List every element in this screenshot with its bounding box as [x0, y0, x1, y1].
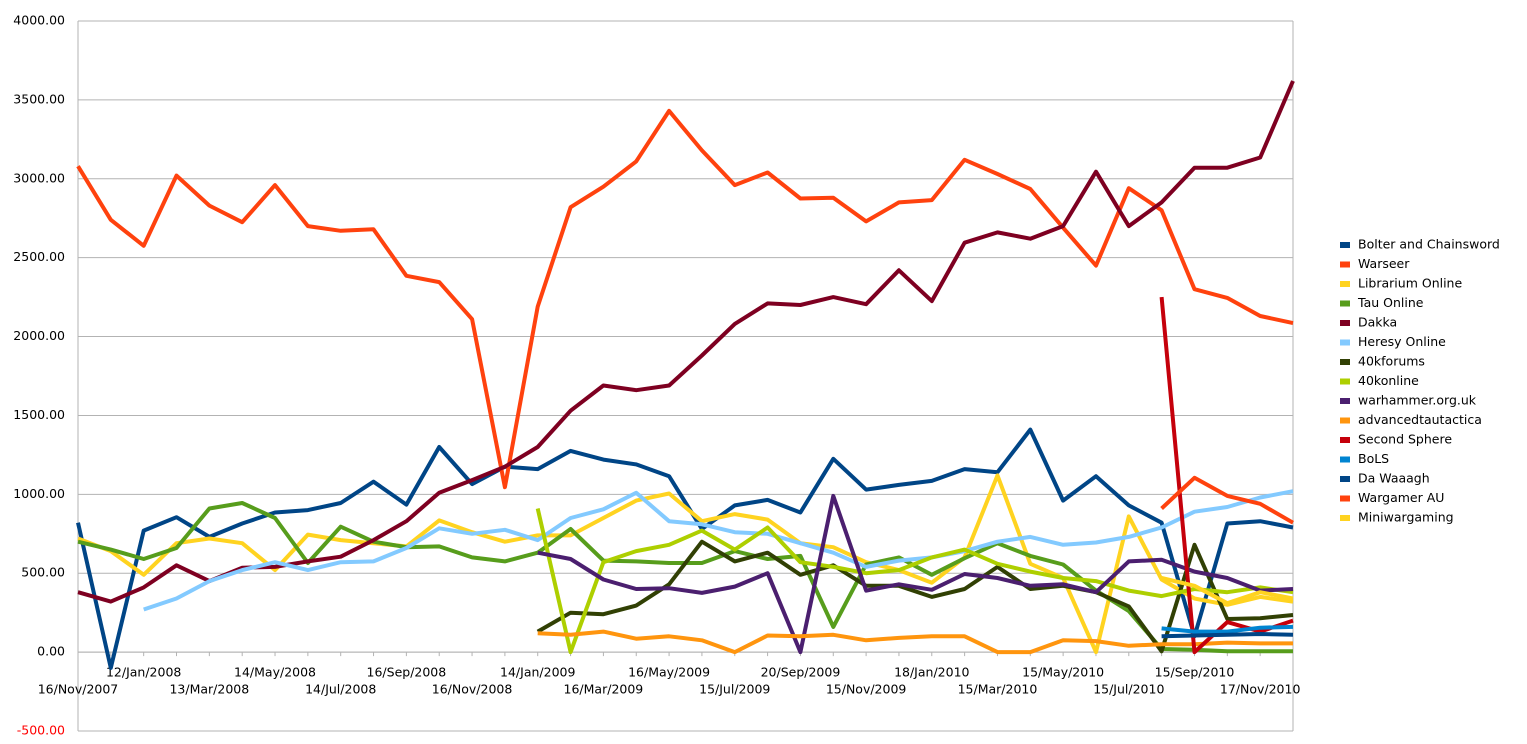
- legend-swatch: [1340, 242, 1350, 248]
- legend-swatch: [1340, 398, 1350, 404]
- y-tick-label: -500.00: [17, 723, 65, 738]
- legend-label: Dakka: [1358, 315, 1397, 330]
- x-tick-label: 15/Jul/2009: [699, 682, 770, 697]
- legend-label: Da Waaagh: [1358, 471, 1430, 486]
- series-line: [76, 108, 1294, 490]
- legend-label: advancedtautactica: [1358, 412, 1482, 427]
- series-line: [76, 427, 1294, 670]
- legend-label: Warseer: [1358, 256, 1410, 271]
- legend-label: warhammer.org.uk: [1358, 393, 1477, 408]
- y-tick-label: 3000.00: [13, 170, 65, 185]
- series-line: [537, 629, 1293, 655]
- x-tick-label: 15/Nov/2009: [826, 682, 907, 697]
- legend-label: Heresy Online: [1358, 334, 1446, 349]
- x-tick-label: 15/Mar/2010: [958, 682, 1038, 697]
- legend-label: Second Sphere: [1358, 432, 1452, 447]
- x-tick-label: 16/Sep/2008: [367, 665, 447, 680]
- series-line: [1161, 576, 1294, 606]
- legend-label: Librarium Online: [1358, 276, 1462, 291]
- legend-swatch: [1340, 359, 1350, 365]
- x-tick-label: 18/Jan/2010: [894, 665, 969, 680]
- legend-swatch: [1340, 378, 1350, 385]
- legend-swatch: [1340, 281, 1350, 287]
- x-tick-label: 14/May/2008: [234, 665, 316, 680]
- y-tick-label: 500.00: [21, 565, 65, 580]
- series-line: [1161, 624, 1294, 634]
- legend-swatch: [1340, 437, 1350, 443]
- legend-swatch: [1340, 261, 1350, 268]
- legend: Bolter and Chainsword Warseer Librarium On…: [1340, 237, 1500, 525]
- x-tick-label: 15/May/2010: [1022, 665, 1104, 680]
- series-line: [77, 80, 1295, 604]
- series-line: [143, 489, 1294, 612]
- x-tick-label: 14/Jan/2009: [500, 665, 575, 680]
- x-tick-label: 12/Jan/2008: [106, 665, 181, 680]
- y-tick-label: 1500.00: [13, 407, 65, 422]
- x-tick-label: 14/Jul/2008: [305, 682, 376, 697]
- legend-label: Tau Online: [1357, 295, 1424, 310]
- grid: -500.00 0.00 500.00 1000.00 1500.00 2000.00 25…: [13, 13, 1300, 738]
- x-tick-label: 15/Sep/2010: [1155, 665, 1235, 680]
- series-line: [537, 493, 1294, 655]
- legend-label: 40kforums: [1358, 354, 1425, 369]
- series-line: [1160, 475, 1294, 525]
- lines: [76, 80, 1295, 670]
- legend-swatch: [1340, 300, 1350, 307]
- legend-label: BoLS: [1358, 451, 1389, 466]
- legend-swatch: [1340, 339, 1350, 346]
- y-tick-label: 2000.00: [13, 328, 65, 343]
- legend-label: 40konline: [1358, 373, 1419, 388]
- y-tick-label: 4000.00: [13, 13, 65, 28]
- legend-swatch: [1340, 495, 1350, 502]
- legend-label: Miniwargaming: [1358, 510, 1454, 525]
- y-tick-label: 1000.00: [13, 486, 65, 501]
- x-tick-label: 13/Mar/2008: [169, 682, 249, 697]
- legend-swatch: [1340, 320, 1350, 326]
- y-tick-label: 2500.00: [13, 249, 65, 264]
- x-tick-label: 17/Nov/2010: [1220, 682, 1301, 697]
- legend-swatch: [1340, 417, 1350, 424]
- legend-label: Bolter and Chainsword: [1358, 237, 1500, 252]
- legend-swatch: [1340, 476, 1350, 482]
- x-tick-label: 15/Jul/2010: [1093, 682, 1164, 697]
- legend-swatch: [1340, 515, 1350, 521]
- y-tick-label: 0.00: [37, 644, 65, 659]
- series-line: [535, 508, 1294, 655]
- x-tick-label: 16/Nov/2007: [38, 682, 119, 697]
- legend-label: Wargamer AU: [1358, 490, 1444, 505]
- x-tick-label: 16/May/2009: [628, 665, 710, 680]
- series-line: [1161, 632, 1294, 639]
- x-tick-label: 20/Sep/2009: [761, 665, 841, 680]
- legend-swatch: [1340, 456, 1350, 463]
- x-tick-label: 16/Mar/2009: [564, 682, 644, 697]
- x-tick-label: 16/Nov/2008: [432, 682, 513, 697]
- y-tick-label: 3500.00: [13, 91, 65, 106]
